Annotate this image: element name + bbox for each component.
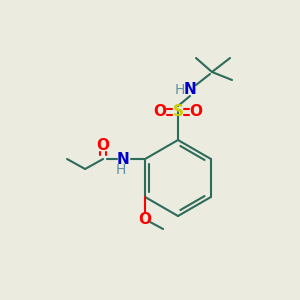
Text: H: H	[175, 83, 185, 97]
Text: S: S	[172, 104, 184, 119]
Text: O: O	[139, 212, 152, 226]
Text: O: O	[154, 104, 166, 119]
Text: N: N	[117, 152, 130, 166]
Text: O: O	[190, 104, 202, 119]
Text: O: O	[97, 137, 110, 152]
Text: N: N	[184, 82, 196, 98]
Text: H: H	[116, 163, 126, 177]
